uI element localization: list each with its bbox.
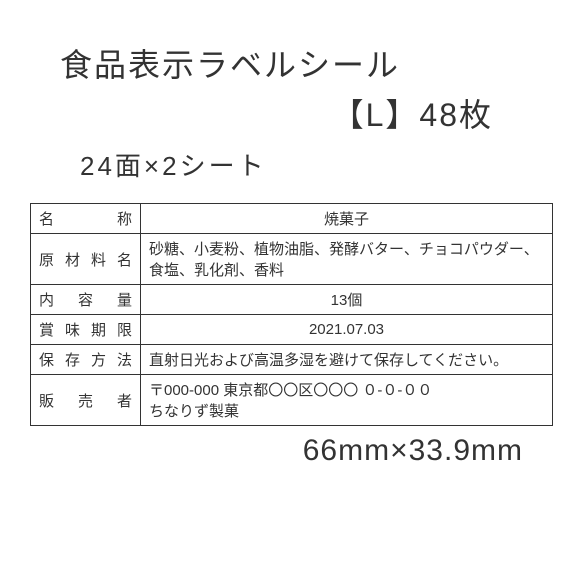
row-value: 砂糖、小麦粉、植物油脂、発酵バター、チョコパウダー、食塩、乳化剤、香料 [141,234,553,285]
row-value: 〒000-000 東京都〇〇区〇〇〇 ０-０-００ちなりず製菓 [141,375,553,426]
title-block: 食品表示ラベルシール 【L】48枚 24面×2シート [30,40,553,183]
table-row: 原材料名砂糖、小麦粉、植物油脂、発酵バター、チョコパウダー、食塩、乳化剤、香料 [31,234,553,285]
row-label: 保存方法 [31,345,141,375]
title-line2: 【L】48枚 [30,90,493,136]
row-value: 焼菓子 [141,204,553,234]
title-line1: 食品表示ラベルシール [60,40,553,86]
row-value: 直射日光および高温多湿を避けて保存してください。 [141,345,553,375]
table-row: 内容量13個 [31,285,553,315]
row-label: 内容量 [31,285,141,315]
row-label: 原材料名 [31,234,141,285]
table-row: 販売者〒000-000 東京都〇〇区〇〇〇 ０-０-００ちなりず製菓 [31,375,553,426]
row-value: 13個 [141,285,553,315]
row-value: 2021.07.03 [141,315,553,345]
row-label: 賞味期限 [31,315,141,345]
table-row: 賞味期限2021.07.03 [31,315,553,345]
dimensions-text: 66mm×33.9mm [30,434,523,468]
label-table: 名称焼菓子原材料名砂糖、小麦粉、植物油脂、発酵バター、チョコパウダー、食塩、乳化… [30,203,553,426]
table-row: 名称焼菓子 [31,204,553,234]
subtitle: 24面×2シート [80,146,553,183]
table-row: 保存方法直射日光および高温多湿を避けて保存してください。 [31,345,553,375]
row-label: 名称 [31,204,141,234]
row-label: 販売者 [31,375,141,426]
